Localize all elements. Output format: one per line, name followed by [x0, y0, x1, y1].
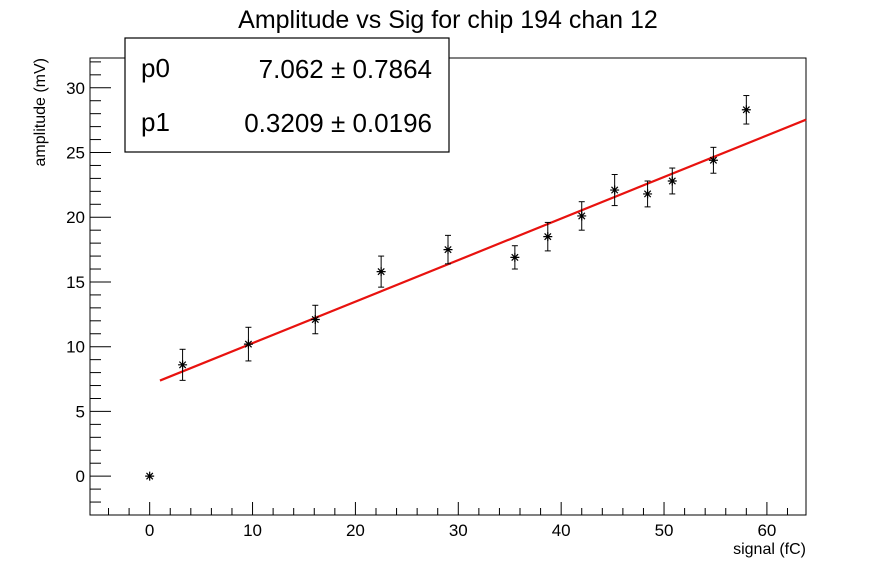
asterisk-marker: [145, 471, 155, 481]
asterisk-marker: [178, 360, 188, 370]
data-point: [610, 174, 620, 207]
x-tick-label: 0: [145, 521, 154, 540]
x-tick-label: 40: [552, 521, 571, 540]
y-tick-label: 20: [66, 208, 85, 227]
fit-line: [159, 118, 807, 382]
fit-layer: [159, 118, 807, 382]
x-axis-title: signal (fC): [733, 541, 806, 558]
data-point: [376, 255, 386, 288]
y-axis-title: amplitude (mV): [32, 58, 49, 166]
asterisk-marker: [643, 189, 653, 199]
stat-p1-mean: 0.3209: [244, 108, 324, 138]
stat-p1-error: 0.0196: [352, 108, 432, 138]
data-point: [178, 348, 188, 381]
points-layer: [145, 95, 751, 481]
asterisk-marker: [741, 105, 751, 115]
data-point: [310, 304, 320, 335]
asterisk-marker: [610, 185, 620, 195]
data-point: [510, 245, 520, 270]
stat-p1-name: p1: [141, 107, 170, 137]
asterisk-marker: [543, 232, 553, 242]
stat-p0-error: 0.7864: [352, 54, 432, 84]
y-tick-label: 0: [76, 467, 85, 486]
x-tick-label: 50: [655, 521, 674, 540]
stat-p0-mean: 7.062: [259, 54, 324, 84]
data-point: [577, 201, 587, 231]
stat-p0-name: p0: [141, 53, 170, 83]
plus-minus-symbol: ±: [324, 54, 353, 84]
asterisk-marker: [708, 155, 718, 165]
data-point: [741, 95, 751, 125]
stat-p1-value: 0.3209 ± 0.0196: [244, 108, 432, 138]
x-tick-label: 30: [449, 521, 468, 540]
y-tick-label: 5: [76, 402, 85, 421]
asterisk-marker: [667, 176, 677, 186]
y-tick-label: 30: [66, 79, 85, 98]
x-tick-label: 10: [243, 521, 262, 540]
stats-box: p0 7.062 ± 0.7864 p1 0.3209 ± 0.0196: [124, 37, 450, 153]
x-tick-label: 60: [757, 521, 776, 540]
asterisk-marker: [376, 267, 386, 277]
asterisk-marker: [310, 315, 320, 325]
data-point: [543, 221, 553, 252]
y-tick-label: 10: [66, 338, 85, 357]
data-point: [667, 167, 677, 195]
data-point: [708, 146, 718, 174]
data-point: [243, 326, 253, 362]
chart-title: Amplitude vs Sig for chip 194 chan 12: [238, 6, 658, 34]
plus-minus-symbol: ±: [324, 108, 353, 138]
x-tick-label: 20: [346, 521, 365, 540]
data-point: [643, 180, 653, 208]
stat-p0-value: 7.062 ± 0.7864: [259, 54, 432, 84]
asterisk-marker: [510, 252, 520, 262]
asterisk-marker: [243, 339, 253, 349]
data-point: [145, 471, 155, 481]
y-tick-label: 25: [66, 144, 85, 163]
asterisk-marker: [577, 211, 587, 221]
y-tick-label: 15: [66, 273, 85, 292]
axes: 0 10 20 30 40 50 60 0 5 10 15 20 25 30: [66, 61, 788, 540]
asterisk-marker: [443, 245, 453, 255]
data-point: [443, 234, 453, 265]
stats-box-frame: [124, 37, 450, 153]
